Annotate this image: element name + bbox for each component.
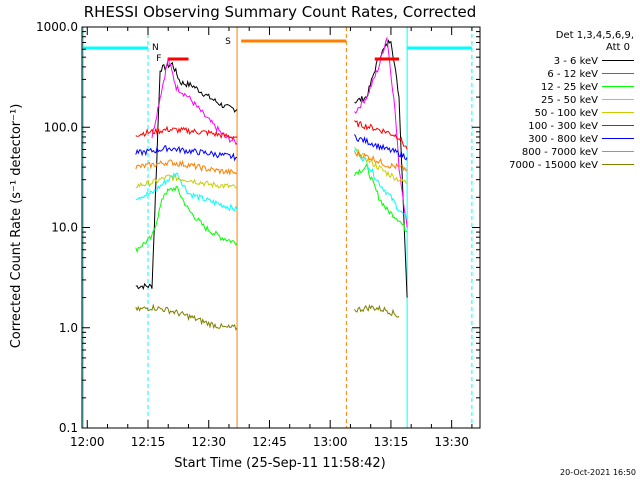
legend-header-attenuator: Att 0	[606, 42, 630, 53]
saa-label: S	[225, 37, 231, 47]
x-tick-label-4: 13:00	[313, 435, 348, 449]
night-bar-0	[83, 46, 148, 50]
chart-title: RHESSI Observing Summary Count Rates, Co…	[84, 3, 477, 21]
night-bar-1	[407, 46, 472, 50]
legend-label-0: 3 - 6 keV	[554, 56, 598, 67]
legend-label-7: 800 - 7000 keV	[522, 147, 598, 158]
legend-label-1: 6 - 12 keV	[547, 69, 598, 80]
x-tick-label-1: 12:15	[131, 435, 166, 449]
y-tick-label-2: 10.0	[51, 221, 78, 235]
legend-label-2: 12 - 25 keV	[541, 82, 598, 93]
series-line-8-seg-0	[135, 303, 238, 331]
legend-label-5: 100 - 300 keV	[528, 121, 598, 132]
y-tick-label-1: 1.0	[59, 321, 78, 335]
series-line-2-seg-1	[354, 163, 408, 233]
legend-label-8: 7000 - 15000 keV	[509, 160, 598, 171]
x-axis-label: Start Time (25-Sep-11 11:58:42)	[174, 456, 385, 471]
x-tick-label-6: 13:30	[434, 435, 469, 449]
x-tick-label-0: 12:00	[70, 435, 105, 449]
series-line-4-seg-0	[135, 173, 238, 189]
legend-label-3: 25 - 50 keV	[541, 95, 598, 106]
legend-label-4: 50 - 100 keV	[535, 108, 599, 119]
timestamp: 20-Oct-2021 16:50	[560, 468, 636, 477]
series-line-3-seg-1	[354, 148, 408, 220]
flare-bar-1	[374, 57, 400, 61]
flare-label: F	[156, 54, 161, 64]
y-tick-label-0: 0.1	[59, 421, 78, 435]
series-line-2-seg-0	[135, 185, 238, 254]
x-tick-label-5: 13:15	[374, 435, 409, 449]
series-line-7-seg-0	[135, 159, 238, 176]
legend-header-detectors: Det 1,3,4,5,6,9,	[556, 30, 634, 41]
legend-label-6: 300 - 800 keV	[528, 134, 598, 145]
night-label: N	[152, 43, 159, 53]
series-line-0-seg-0	[135, 61, 238, 291]
series-line-4-seg-1	[354, 146, 408, 184]
y-tick-label-3: 100.0	[44, 120, 78, 134]
series-line-5-seg-1	[354, 120, 408, 150]
y-axis-label: Corrected Count Rate (s⁻¹ detector⁻¹)	[9, 104, 24, 349]
series-line-3-seg-0	[135, 172, 238, 212]
series-line-7-seg-1	[354, 150, 408, 172]
saa-bar	[241, 39, 347, 43]
flare-bar-0	[168, 57, 189, 61]
x-tick-label-3: 12:45	[252, 435, 287, 449]
series-line-8-seg-1	[354, 303, 400, 318]
y-tick-label-4: 1000.0	[36, 20, 78, 34]
series-line-5-seg-0	[135, 125, 238, 140]
series-line-1-seg-1	[354, 36, 408, 228]
series-line-6-seg-0	[135, 144, 238, 162]
series-line-6-seg-1	[354, 134, 408, 161]
x-tick-label-2: 12:30	[191, 435, 226, 449]
